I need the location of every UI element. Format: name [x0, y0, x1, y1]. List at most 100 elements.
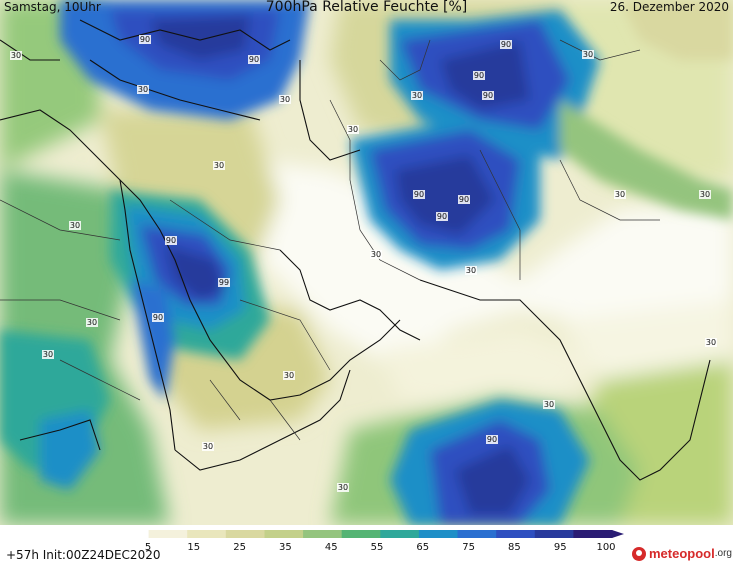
contour-label: 30	[138, 85, 148, 94]
contour-label-bg	[614, 190, 626, 199]
contour-label: 30	[87, 318, 97, 327]
legend-swatch	[573, 530, 613, 538]
contour-label-bg	[500, 40, 512, 49]
contour-label-bg	[436, 212, 448, 221]
contour-label-bg	[86, 318, 98, 327]
legend-swatch	[110, 530, 150, 538]
contour-label: 30	[700, 190, 710, 199]
contour-label-bg	[279, 95, 291, 104]
legend-tick: 15	[187, 542, 200, 553]
contour-label-bg	[248, 55, 260, 64]
legend-color-bar	[110, 530, 613, 538]
contour-label-bg	[473, 71, 485, 80]
forecast-time-label: Samstag, 10Uhr	[4, 0, 101, 14]
contour-label: 90	[414, 190, 424, 199]
contour-label: 30	[348, 125, 358, 134]
contour-label: 30	[371, 250, 381, 259]
coastlines	[0, 19, 711, 481]
legend-tick: 55	[371, 542, 384, 553]
legend-swatch	[341, 530, 381, 538]
contour-label-bg	[152, 313, 164, 322]
contour-label-bg	[347, 125, 359, 134]
contour-label: 30	[615, 190, 625, 199]
contour-label: 90	[459, 195, 469, 204]
legend-tick: 25	[233, 542, 246, 553]
humidity-map: 90 90 30 30 30 90 90 90 30 30 30 90 90 90 30 30 30 30 30 90…	[0, 0, 733, 525]
legend-swatch	[148, 530, 188, 538]
contour-label: 30	[706, 338, 716, 347]
contour-label: 30	[466, 266, 476, 275]
legend-tick: 65	[416, 542, 429, 553]
contour-label: 30	[338, 483, 348, 492]
contour-label-bg	[699, 190, 711, 199]
contour-label-bg	[413, 190, 425, 199]
contour-label-bg	[482, 91, 494, 100]
contour-label-bg	[283, 371, 295, 380]
legend-swatch	[457, 530, 497, 538]
legend-swatch	[534, 530, 574, 538]
contour-label: 90	[153, 313, 163, 322]
legend-tick: 95	[554, 542, 567, 553]
map-title: 700hPa Relative Feuchte [%]	[265, 0, 468, 15]
contour-label: 30	[544, 400, 554, 409]
legend-tick: 85	[508, 542, 521, 553]
contour-label: 90	[166, 236, 176, 245]
contour-label: 99	[219, 278, 229, 287]
legend-swatch	[418, 530, 458, 538]
contour-label: 30	[280, 95, 290, 104]
contour-label: 90	[483, 91, 493, 100]
legend-swatch	[187, 530, 227, 538]
legend-swatch	[264, 530, 304, 538]
logo-icon	[632, 546, 646, 561]
legend-tick: 35	[279, 542, 292, 553]
color-legend: 5 15 25 35 45 55 65 75 85 95 100	[110, 530, 624, 553]
contour-label-bg	[202, 442, 214, 451]
country-borders	[0, 39, 660, 441]
contour-label: 90	[474, 71, 484, 80]
contour-label-bg	[165, 236, 177, 245]
contour-label: 90	[501, 40, 511, 49]
contour-label-bg	[337, 483, 349, 492]
contour-label-bg	[458, 195, 470, 204]
contour-label: 90	[437, 212, 447, 221]
contour-label-bg	[213, 161, 225, 170]
legend-swatch	[496, 530, 536, 538]
contour-label-bg	[137, 85, 149, 94]
legend-tick-labels: 5 15 25 35 45 55 65 75 85 95 100	[145, 542, 616, 553]
contour-label-bg	[42, 350, 54, 359]
contour-label-bg	[705, 338, 717, 347]
legend-swatch	[303, 530, 343, 538]
contour-label-bg	[582, 50, 594, 59]
contour-label-bg	[543, 400, 555, 409]
legend-tick: 5	[145, 542, 151, 553]
legend-arrow	[612, 530, 624, 538]
contour-label: 90	[487, 435, 497, 444]
contour-label-bg	[370, 250, 382, 259]
legend-tick: 45	[325, 542, 338, 553]
contour-label-bg	[411, 91, 423, 100]
contour-label: 30	[43, 350, 53, 359]
legend-tick: 75	[462, 542, 475, 553]
contour-label: 90	[140, 35, 150, 44]
contour-label: 30	[214, 161, 224, 170]
contour-label-bg	[139, 35, 151, 44]
forecast-date-label: 26. Dezember 2020	[609, 0, 729, 14]
legend-swatch	[225, 530, 265, 538]
contour-label-bg	[69, 221, 81, 230]
logo-suffix: .org	[714, 548, 732, 559]
contour-label: 30	[70, 221, 80, 230]
contour-label: 30	[203, 442, 213, 451]
contour-label-bg	[465, 266, 477, 275]
contour-label: 90	[249, 55, 259, 64]
legend-tick: 100	[596, 542, 615, 553]
humidity-field-moist	[0, 0, 733, 525]
contour-label-bg	[10, 51, 22, 60]
logo-name: meteopool	[649, 546, 715, 561]
contour-labels: 90 90 30 30 30 90 90 90 30 30 30 90 90 90 30 30 30 30 30 90…	[10, 35, 717, 492]
legend-swatch	[380, 530, 420, 538]
meteopool-logo[interactable]: meteopool .org	[632, 546, 732, 561]
contour-label: 30	[412, 91, 422, 100]
contour-label: 30	[11, 51, 21, 60]
contour-label-bg	[486, 435, 498, 444]
